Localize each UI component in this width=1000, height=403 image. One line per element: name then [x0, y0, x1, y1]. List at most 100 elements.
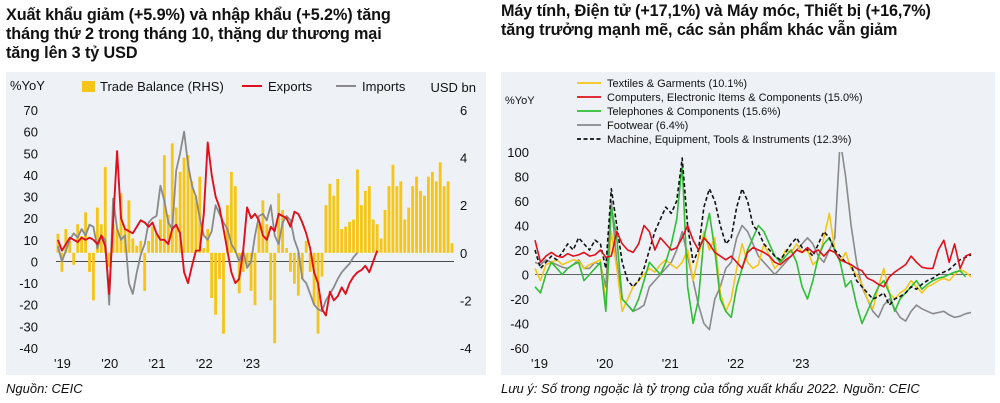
- trade-balance-bar: [107, 252, 111, 268]
- right-x-tick-label: '23: [793, 356, 810, 371]
- trade-balance-bar: [261, 200, 265, 253]
- left-chart-title: Xuất khẩu giảm (+5.9%) và nhập khẩu (+5.…: [6, 6, 486, 63]
- trade-balance-bar: [430, 171, 434, 253]
- trade-balance-bar: [415, 176, 418, 253]
- left-y2-tick-label: -4: [460, 341, 472, 356]
- trade-balance-bar: [119, 193, 123, 253]
- trade-balance-bar: [352, 219, 355, 253]
- trade-balance-bar: [320, 252, 324, 277]
- right-plot-area: -60 -40 -20 0 20 40 60 80 100 %YoY '19 '20 '21 '22 '23…: [501, 72, 995, 375]
- trade-balance-bar: [411, 186, 415, 253]
- left-plot-area: -40 -30 -20 -10 0 10 20 30 40 50 60 70 -4 -2 0 2 4 6 %YoY U…: [6, 72, 486, 375]
- left-x-tick-label: '22: [196, 356, 213, 371]
- trade-balance-bar: [170, 143, 174, 253]
- left-source-note: Nguồn: CEIC: [6, 381, 83, 396]
- trade-balance-bar: [95, 207, 99, 253]
- trade-balance-bar: [442, 186, 446, 253]
- trade-balance-bar: [383, 209, 387, 253]
- trade-balance-bar: [68, 240, 72, 253]
- left-y-tick-label: 70: [24, 103, 38, 118]
- trade-balance-bar: [135, 245, 139, 253]
- legend-label-exports: Exports: [268, 79, 313, 94]
- trade-balance-bar: [64, 229, 68, 253]
- trade-balance-bar: [229, 171, 233, 253]
- trade-balance-bar: [218, 252, 221, 279]
- trade-balance-bar: [407, 207, 411, 253]
- left-x-tick-label: '21: [149, 356, 166, 371]
- left-y-tick-label: 10: [24, 233, 38, 248]
- trade-balance-bar: [316, 252, 320, 334]
- left-y-tick-label: -20: [19, 298, 38, 313]
- trade-balance-bar: [186, 155, 190, 253]
- left-title-line-3: tăng lên 3 tỷ USD: [6, 44, 138, 62]
- legend-swatch-trade-balance: [82, 81, 95, 92]
- trade-balance-bar: [289, 252, 292, 272]
- right-source-note: Lưu ý: Số trong ngoặc là tỷ trọng của tổ…: [501, 381, 920, 396]
- trade-balance-bar: [367, 186, 371, 253]
- left-x-tick-label: '19: [54, 356, 71, 371]
- right-x-tick-label: '20: [596, 356, 613, 371]
- left-y2-tick-label: 2: [460, 198, 467, 213]
- trade-balance-bar: [178, 171, 182, 253]
- trade-balance-bar: [56, 233, 60, 253]
- trade-balance-bar: [426, 176, 430, 253]
- left-y2-tick-label: 4: [460, 151, 467, 166]
- right-x-tick-label: '21: [662, 356, 679, 371]
- right-y-axis-title: %YoY: [505, 95, 535, 107]
- trade-balance-bar: [277, 193, 281, 253]
- right-y-tick-label: 20: [515, 243, 529, 258]
- right-chart-title: Máy tính, Điện tử (+17,1%) và Máy móc, T…: [501, 2, 1000, 40]
- trade-balance-bar: [174, 207, 178, 253]
- right-title-line-2: tăng trưởng mạnh mẽ, các sản phẩm khác v…: [501, 21, 898, 39]
- trade-balance-bar: [139, 240, 143, 253]
- left-y-axis-title: %YoY: [10, 78, 45, 93]
- trade-balance-bar: [127, 200, 131, 253]
- trade-balance-bar: [328, 183, 332, 253]
- right-title-line-1: Máy tính, Điện tử (+17,1%) và Máy móc, T…: [501, 2, 931, 20]
- trade-balance-bar: [210, 252, 214, 299]
- trade-balance-bar: [344, 226, 348, 253]
- legend-label-telephones: Telephones & Components (15.6%): [607, 106, 781, 118]
- trade-balance-bar: [300, 252, 304, 279]
- left-y-tick-label: 50: [24, 146, 38, 161]
- trade-balance-bar: [292, 252, 296, 284]
- trade-balance-bar: [359, 205, 363, 253]
- right-y-tick-label: 0: [522, 268, 529, 283]
- trade-balance-bar: [155, 233, 158, 253]
- trade-balance-bar: [115, 229, 119, 253]
- trade-balance-bar: [273, 252, 277, 344]
- left-y2-tick-label: -2: [460, 293, 472, 308]
- left-y-tick-label: 0: [31, 254, 38, 269]
- right-x-tick-label: '19: [531, 356, 548, 371]
- telephones-line: [534, 163, 967, 325]
- trade-balance-bar: [348, 221, 351, 253]
- trade-balance-bar: [182, 157, 186, 253]
- left-y2-tick-label: 6: [460, 103, 467, 118]
- trade-balance-bar: [233, 186, 237, 253]
- right-y-tick-label: 100: [507, 145, 529, 160]
- left-y-tick-label: -30: [19, 319, 38, 334]
- trade-balance-bar: [419, 190, 422, 253]
- right-y-tick-label: 60: [515, 194, 529, 209]
- trade-balance-bar: [214, 252, 218, 315]
- trade-balance-bar: [450, 243, 454, 253]
- right-chart-panel: Máy tính, Điện tử (+17,1%) và Máy móc, T…: [493, 0, 1000, 403]
- trade-balance-bar: [80, 236, 84, 253]
- legend-label-footwear: Footwear (6.4%): [607, 120, 688, 132]
- left-y2-axis-title: USD bn: [430, 80, 476, 95]
- trade-balance-bar: [245, 252, 249, 265]
- right-x-tick-label: '22: [727, 356, 744, 371]
- trade-balance-bar: [202, 248, 206, 253]
- right-y-tick-label: 80: [515, 170, 529, 185]
- trade-balance-bar: [84, 212, 87, 253]
- trade-balance-bar: [332, 195, 336, 253]
- trade-balance-bar: [296, 252, 300, 296]
- trade-balance-bar: [143, 252, 147, 291]
- left-y-tick-label: -40: [19, 341, 38, 356]
- trade-balance-bar: [222, 252, 225, 334]
- trade-balance-bar: [391, 164, 395, 253]
- trade-balance-bar: [446, 181, 450, 253]
- trade-balance-bar: [253, 252, 257, 306]
- trade-balance-bar: [190, 181, 194, 253]
- trade-balance-bar: [403, 219, 407, 253]
